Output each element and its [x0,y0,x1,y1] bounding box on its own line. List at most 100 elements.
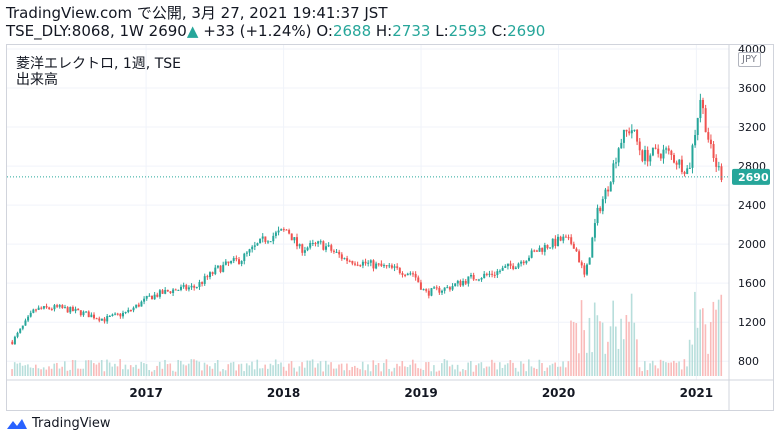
candle-body [227,261,230,264]
candle-body [359,265,362,267]
volume-bar [306,360,309,376]
candle-body [680,159,683,173]
footer-brand[interactable]: TradingView [32,416,111,431]
candle-body [79,310,82,316]
candle-body [216,265,219,268]
candle-body [530,250,533,258]
low-label: L: [435,22,449,40]
currency-badge[interactable]: JPY [738,52,761,67]
volume-bar [615,326,617,376]
candle-body [53,305,56,310]
candle-body [554,238,557,246]
volume-bar [538,359,541,376]
candle-body [533,250,536,252]
volume-bar [79,368,82,376]
y-tick-label: 1600 [738,277,766,290]
volume-bar [338,364,340,376]
volume-bar [311,359,314,376]
volume-bar [496,369,498,376]
candle-body [638,141,641,151]
volume-bar [303,367,306,376]
chart-area[interactable]: 4000 3600 3200 2800 2400 2000 1600 1200 800 2017… [6,43,774,411]
volume-bar [93,363,95,376]
candle-body [372,260,375,269]
candle-body [456,280,459,284]
volume-bar [702,308,704,376]
volume-bar [530,366,533,376]
volume-bar [670,362,672,376]
candle-body [335,251,338,253]
last-price-tag: 2690 [732,168,770,185]
candle-body [74,308,77,312]
close-value: 2690 [507,22,546,40]
volume-bar [29,367,32,376]
candle-body [380,263,383,266]
candle-body [488,273,491,275]
volume-bar [680,369,683,376]
candle-body [230,260,233,264]
volume-bar [699,309,701,376]
volume-bar [53,363,56,376]
y-tick-label: 2400 [738,199,766,212]
volume-bar [106,359,108,376]
volume-bar [48,366,50,376]
candle-body [267,241,270,243]
candle-body [567,237,570,239]
x-tick-label: 2017 [129,386,162,400]
candle-body [222,264,225,272]
volume-bar [622,339,625,376]
candle-body [238,259,241,264]
volume-bar [85,360,87,376]
volume-bar [216,360,219,376]
volume-bar [377,363,380,376]
candle-body [145,295,148,299]
volume-bar [709,322,712,376]
volume-bar [506,363,509,376]
candle-body [166,289,169,292]
candle-body [549,247,552,249]
volume-bar [327,364,330,376]
candle-body [467,276,470,284]
volume-bar [169,363,172,376]
volume-bar [435,371,438,376]
volume-bar [356,367,359,376]
candle-body [630,130,633,134]
volume-bar [301,362,303,376]
volume-bar [35,364,37,376]
candle-body [111,314,114,316]
candle-body [56,305,59,307]
candle-body [198,282,201,287]
volume-bar [296,371,298,376]
up-arrow-icon: ▲ [186,22,199,40]
candle-body [390,265,393,268]
volume-bar [87,360,90,376]
y-tick-label: 800 [738,355,759,368]
volume-bar [251,361,253,376]
volume-bar [446,360,448,376]
x-axis: 2017 2018 2019 2020 2021 [7,379,773,400]
candle-body [272,235,275,242]
candle-body [686,168,689,174]
candle-body [633,129,636,131]
candle-body [269,241,272,243]
volume-bar [114,363,116,376]
candle-body [19,328,22,333]
volume-bar [95,364,98,376]
candle-body [514,267,517,269]
volume-bar [90,360,92,376]
volume-bar [27,364,29,376]
candle-body [122,312,125,317]
volume-bar [164,359,166,376]
volume-bar [551,363,554,376]
last-price-tag-bg [732,168,770,185]
volume-bar [525,371,527,376]
volume-bar [593,302,596,376]
volume-bar [559,366,562,376]
volume-bar [116,366,119,376]
candle-body [50,308,53,310]
candle-body [248,249,251,253]
candle-body [356,264,359,266]
candle-body [496,271,499,275]
